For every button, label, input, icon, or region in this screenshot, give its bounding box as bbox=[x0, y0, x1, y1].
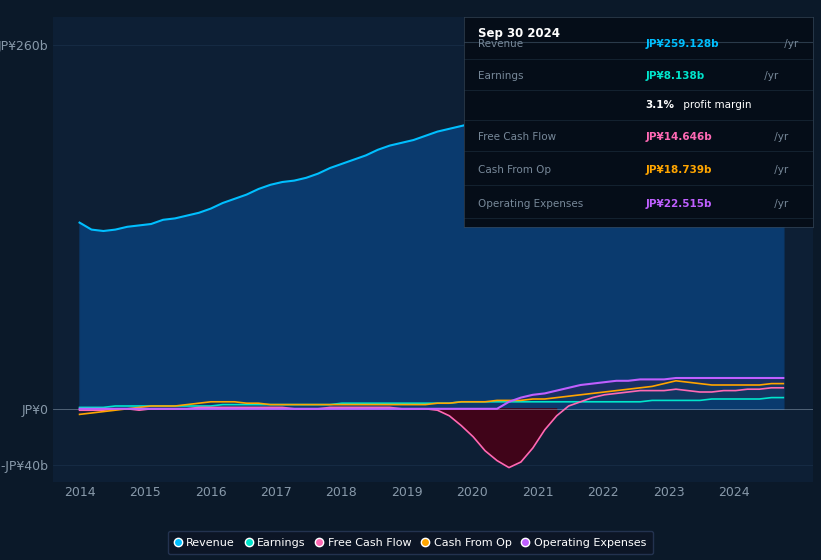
Text: JP¥18.739b: JP¥18.739b bbox=[645, 165, 712, 175]
Text: /yr: /yr bbox=[771, 199, 788, 209]
Text: /yr: /yr bbox=[781, 39, 798, 49]
Text: /yr: /yr bbox=[771, 165, 788, 175]
Text: Cash From Op: Cash From Op bbox=[478, 165, 551, 175]
Text: Operating Expenses: Operating Expenses bbox=[478, 199, 583, 209]
Text: Earnings: Earnings bbox=[478, 71, 523, 81]
Text: Revenue: Revenue bbox=[478, 39, 523, 49]
Text: Free Cash Flow: Free Cash Flow bbox=[478, 132, 556, 142]
Text: JP¥14.646b: JP¥14.646b bbox=[645, 132, 712, 142]
Text: JP¥259.128b: JP¥259.128b bbox=[645, 39, 719, 49]
Text: Sep 30 2024: Sep 30 2024 bbox=[478, 27, 560, 40]
Text: /yr: /yr bbox=[761, 71, 778, 81]
Text: JP¥8.138b: JP¥8.138b bbox=[645, 71, 704, 81]
Text: profit margin: profit margin bbox=[680, 100, 752, 110]
Text: 3.1%: 3.1% bbox=[645, 100, 674, 110]
Text: JP¥22.515b: JP¥22.515b bbox=[645, 199, 712, 209]
Legend: Revenue, Earnings, Free Cash Flow, Cash From Op, Operating Expenses: Revenue, Earnings, Free Cash Flow, Cash … bbox=[168, 531, 653, 554]
Text: /yr: /yr bbox=[771, 132, 788, 142]
